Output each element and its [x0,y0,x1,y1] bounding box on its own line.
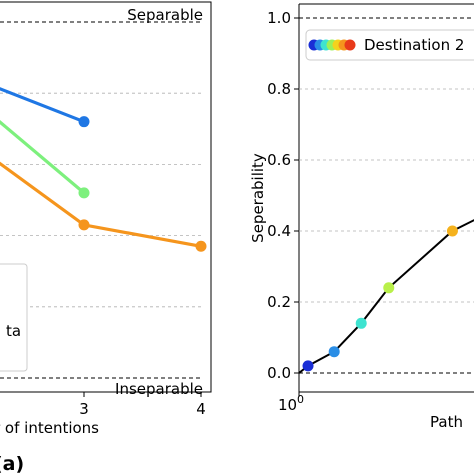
right-legend-marker [344,39,356,51]
right-series-point [355,317,367,329]
right-legend-markers [308,39,356,51]
right-y-tick-label: 0.0 [267,364,291,382]
left-x-tick-label: 4 [196,400,206,418]
right-y-tick-label: 0.2 [267,293,291,311]
right-series-group [298,219,474,374]
left-x-tick-label: 3 [79,400,89,418]
right-legend: Destination 2 [305,29,474,61]
left-legend: ta [0,263,28,372]
right-reference-lines [299,17,474,374]
panel-label: (a) [0,453,24,474]
right-x-axis-label: Path [430,413,463,431]
left-series-line [0,120,86,195]
left-x-axis-label: r of intentions [0,419,99,437]
right-legend-label: Destination 2 [364,36,464,54]
right-series-point [302,360,314,372]
right-x-tick-label: 100 [278,393,304,414]
right-y-axis-label: Seperability [249,153,267,243]
left-series-point [195,240,207,252]
left-plot-frame [0,1,212,393]
left-series-point [78,219,90,231]
right-chart-panel: 0.0 0.2 0.4 0.6 0.8 1.0 Seperability 100 Path… [249,3,474,431]
left-legend-fragment: ta [6,322,21,340]
left-inseparable-label: Inseparable [115,380,203,398]
left-series-line [0,161,202,248]
left-series-point [78,187,90,199]
left-series-point [78,116,90,128]
tick-exponent: 0 [297,393,304,406]
left-series-line [0,87,85,124]
tick-base: 10 [278,396,297,414]
left-separable-label: Separable [127,6,203,24]
right-y-tick-label: 0.6 [267,151,291,169]
right-y-tick-label: 0.4 [267,222,291,240]
left-series-group [0,87,207,252]
right-y-tick-label: 1.0 [267,9,291,27]
right-series-point [383,282,395,294]
right-series-point [446,225,458,237]
right-legend-box [305,29,474,61]
left-legend-box [0,263,28,372]
right-x-tick-1e0: 100 [278,392,304,414]
right-series-point [328,346,340,358]
right-y-ticks: 0.0 0.2 0.4 0.6 0.8 1.0 [267,9,299,382]
right-y-tick-label: 0.8 [267,80,291,98]
left-gridlines [0,92,203,308]
right-gridlines [299,88,474,303]
